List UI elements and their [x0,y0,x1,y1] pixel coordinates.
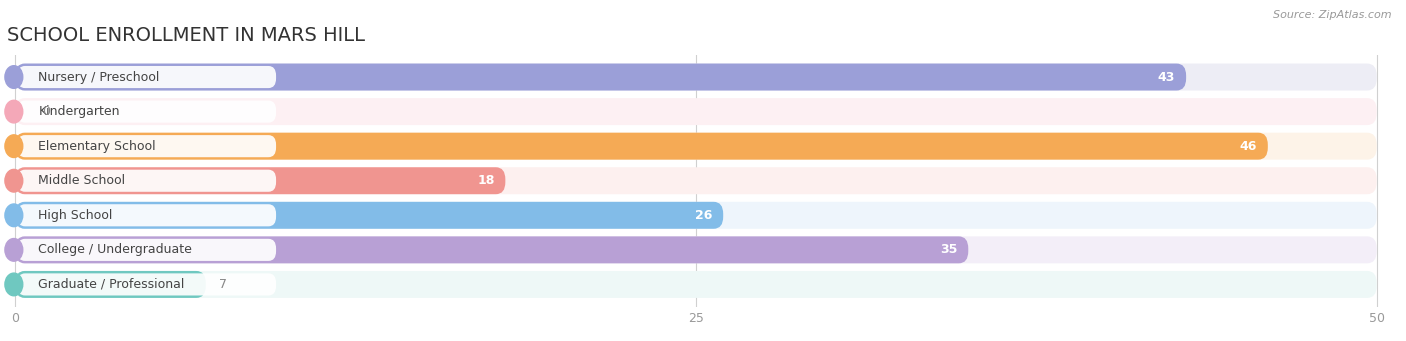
Text: 35: 35 [941,243,957,256]
Text: Source: ZipAtlas.com: Source: ZipAtlas.com [1274,10,1392,20]
Text: 43: 43 [1159,71,1175,84]
FancyBboxPatch shape [17,101,276,123]
Circle shape [4,66,22,88]
FancyBboxPatch shape [17,170,276,192]
Circle shape [4,100,22,123]
FancyBboxPatch shape [15,167,505,194]
Circle shape [4,239,22,261]
Text: College / Undergraduate: College / Undergraduate [38,243,193,256]
FancyBboxPatch shape [15,167,1376,194]
Text: 0: 0 [42,105,51,118]
Circle shape [4,204,22,227]
Circle shape [4,169,22,192]
FancyBboxPatch shape [15,202,723,229]
Text: SCHOOL ENROLLMENT IN MARS HILL: SCHOOL ENROLLMENT IN MARS HILL [7,26,366,45]
FancyBboxPatch shape [15,236,1376,263]
FancyBboxPatch shape [15,236,969,263]
Text: 46: 46 [1240,140,1257,153]
FancyBboxPatch shape [15,202,1376,229]
FancyBboxPatch shape [15,271,1376,298]
FancyBboxPatch shape [17,273,276,296]
FancyBboxPatch shape [17,135,276,157]
FancyBboxPatch shape [17,204,276,226]
Text: Nursery / Preschool: Nursery / Preschool [38,71,160,84]
Text: Graduate / Professional: Graduate / Professional [38,278,184,291]
FancyBboxPatch shape [15,63,1376,90]
FancyBboxPatch shape [17,66,276,88]
FancyBboxPatch shape [15,133,1268,160]
FancyBboxPatch shape [17,239,276,261]
Circle shape [4,135,22,158]
Text: Elementary School: Elementary School [38,140,156,153]
FancyBboxPatch shape [15,98,1376,125]
FancyBboxPatch shape [15,63,1187,90]
Text: 18: 18 [477,174,495,187]
FancyBboxPatch shape [15,133,1376,160]
Text: Middle School: Middle School [38,174,125,187]
FancyBboxPatch shape [15,271,205,298]
Circle shape [4,273,22,296]
Text: High School: High School [38,209,112,222]
Text: 7: 7 [219,278,228,291]
Text: 26: 26 [695,209,713,222]
Text: Kindergarten: Kindergarten [38,105,120,118]
